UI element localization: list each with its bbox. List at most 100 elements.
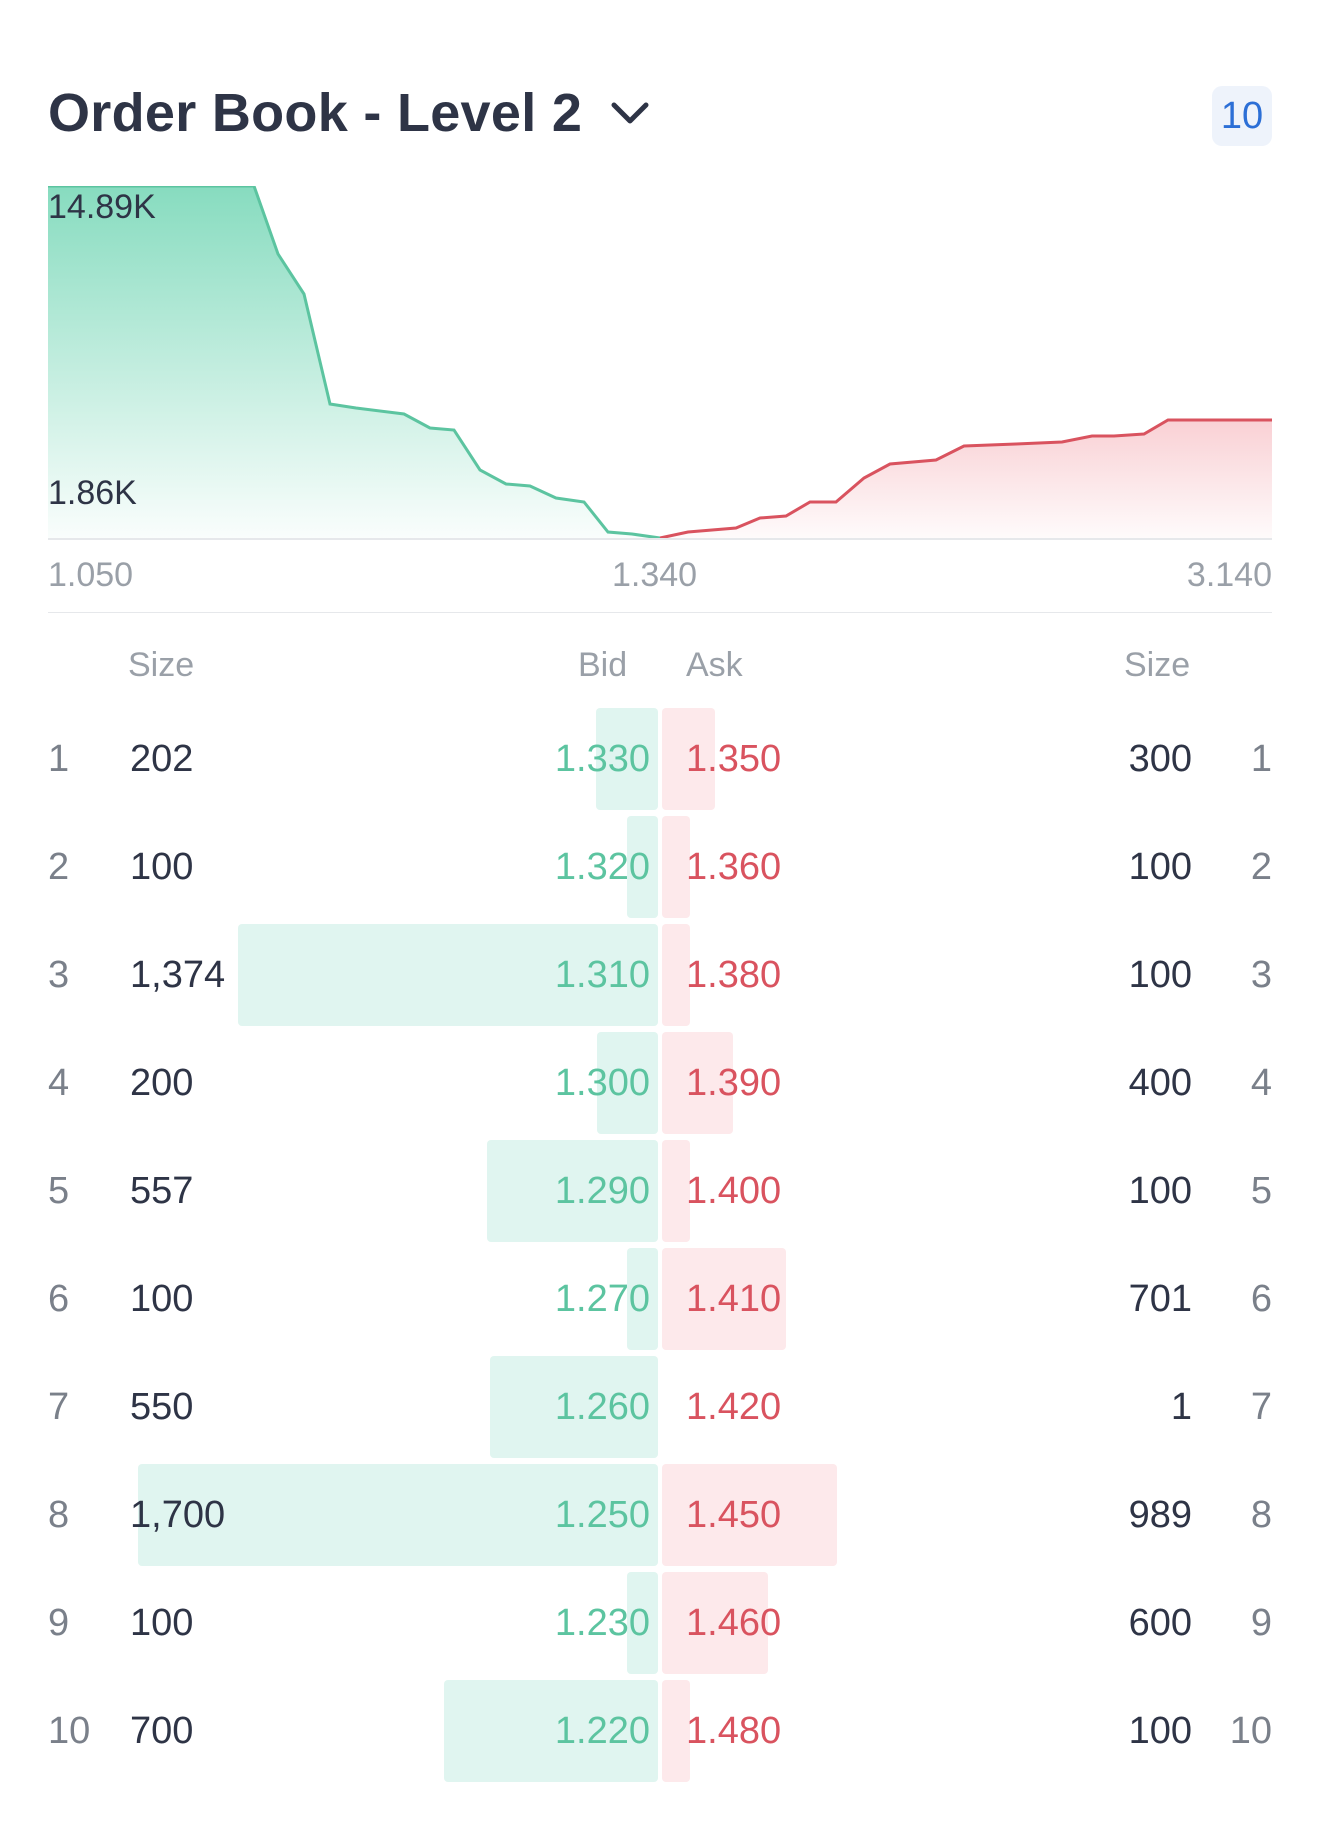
bid-size: 200 [130, 1062, 194, 1104]
bid-price: 1.310 [554, 954, 650, 996]
ask-price: 1.420 [686, 1386, 782, 1428]
divider [48, 612, 1272, 613]
ask-price: 1.480 [686, 1710, 782, 1752]
ask-rank: 5 [1250, 1170, 1272, 1212]
ask-rank: 3 [1250, 954, 1272, 996]
ask-depth-bar [662, 1248, 786, 1350]
ask-rank: 10 [1229, 1710, 1272, 1752]
ask-size: 1 [1170, 1386, 1192, 1428]
bid-rank: 9 [48, 1602, 70, 1644]
order-row[interactable]: 1 202 1.330 1.350 300 1 [48, 708, 1272, 810]
ask-depth-bar [662, 924, 690, 1026]
bid-size: 550 [130, 1386, 194, 1428]
ask-header: Ask [686, 646, 743, 684]
ask-rank: 8 [1250, 1494, 1272, 1536]
depth-chart: 14.89K 1.86K [48, 186, 1272, 540]
ask-depth-bar [662, 1140, 690, 1242]
order-row[interactable]: 5 557 1.290 1.400 100 5 [48, 1140, 1272, 1242]
ask-rank: 6 [1250, 1278, 1272, 1320]
bid-rank: 4 [48, 1062, 70, 1104]
bid-price: 1.260 [554, 1386, 650, 1428]
ask-depth-bar [662, 1032, 733, 1134]
bid-rank: 7 [48, 1386, 70, 1428]
order-row[interactable]: 10 700 1.220 1.480 100 10 [48, 1680, 1272, 1782]
bid-depth-bar [443, 1680, 658, 1782]
bid-depth-bar [596, 1032, 658, 1134]
bid-depth-bar [487, 1140, 658, 1242]
bid-rank: 8 [48, 1494, 70, 1536]
bid-rank: 1 [48, 738, 70, 780]
ask-size: 100 [1128, 954, 1192, 996]
ask-size: 400 [1128, 1062, 1192, 1104]
x-axis-left-label: 1.050 [48, 556, 134, 594]
ask-size: 100 [1128, 1170, 1192, 1212]
bid-size: 1,374 [130, 954, 226, 996]
ask-depth-bar [662, 816, 690, 918]
bid-depth-bar [627, 1248, 658, 1350]
ask-depth-bar [662, 1464, 837, 1566]
bid-depth-area [48, 186, 660, 540]
page-title: Order Book - Level 2 [48, 83, 583, 143]
ask-price: 1.410 [686, 1278, 782, 1320]
ask-size: 100 [1128, 846, 1192, 888]
bid-depth-bar [596, 708, 658, 810]
bid-size: 100 [130, 1602, 194, 1644]
bid-depth-line [48, 186, 661, 540]
order-row[interactable]: 8 1,700 1.250 1.450 989 8 [48, 1464, 1272, 1566]
bid-rank: 5 [48, 1170, 70, 1212]
ask-rank: 7 [1250, 1386, 1272, 1428]
x-axis-mid-label: 1.340 [612, 556, 698, 594]
ask-rank: 9 [1250, 1602, 1272, 1644]
ask-depth-bar [662, 1680, 690, 1782]
ask-price: 1.350 [686, 738, 782, 780]
bid-size: 557 [130, 1170, 194, 1212]
ask-rank: 1 [1250, 738, 1272, 780]
ask-size: 989 [1128, 1494, 1192, 1536]
ask-price: 1.450 [686, 1494, 782, 1536]
ask-rank: 4 [1250, 1062, 1272, 1104]
bid-price: 1.300 [554, 1062, 650, 1104]
ask-rank: 2 [1250, 846, 1272, 888]
bid-price: 1.320 [554, 846, 650, 888]
bid-size-header: Size [128, 646, 195, 684]
bid-size: 202 [130, 738, 194, 780]
ask-size-header: Size [1124, 646, 1191, 684]
bid-depth-bar [237, 924, 658, 1026]
bid-price: 1.220 [554, 1710, 650, 1752]
ask-price: 1.360 [686, 846, 782, 888]
order-row[interactable]: 9 100 1.230 1.460 600 9 [48, 1572, 1272, 1674]
order-book-selector[interactable]: Order Book - Level 2 [48, 82, 652, 144]
y-axis-max-label: 14.89K [48, 188, 156, 226]
ask-depth-bar [662, 708, 715, 810]
bid-size: 1,700 [130, 1494, 226, 1536]
bid-size: 700 [130, 1710, 194, 1752]
order-row[interactable]: 2 100 1.320 1.360 100 2 [48, 816, 1272, 918]
bid-depth-bar [138, 1464, 658, 1566]
y-axis-min-label: 1.86K [48, 474, 137, 512]
order-row[interactable]: 4 200 1.300 1.390 400 4 [48, 1032, 1272, 1134]
bid-price: 1.230 [554, 1602, 650, 1644]
bid-rank: 6 [48, 1278, 70, 1320]
chevron-down-icon [608, 91, 652, 135]
bid-price: 1.330 [554, 738, 650, 780]
bid-price: 1.250 [554, 1494, 650, 1536]
x-axis: 1.050 1.340 3.140 [48, 556, 1272, 600]
bid-depth-bar [627, 1572, 658, 1674]
ask-price: 1.380 [686, 954, 782, 996]
bid-price: 1.270 [554, 1278, 650, 1320]
bid-depth-bar [489, 1356, 658, 1458]
bid-size: 100 [130, 1278, 194, 1320]
x-axis-right-label: 3.140 [1186, 556, 1272, 594]
ask-depth-area [660, 420, 1272, 540]
order-row[interactable]: 3 1,374 1.310 1.380 100 3 [48, 924, 1272, 1026]
ask-depth-bar [662, 1572, 768, 1674]
bid-rank: 10 [48, 1710, 91, 1752]
order-row[interactable]: 7 550 1.260 1.420 1 7 [48, 1356, 1272, 1458]
bid-size: 100 [130, 846, 194, 888]
depth-chart-svg [48, 186, 1272, 540]
bid-price: 1.290 [554, 1170, 650, 1212]
bid-rank: 3 [48, 954, 70, 996]
bid-header: Bid [578, 646, 628, 684]
order-row[interactable]: 6 100 1.270 1.410 701 6 [48, 1248, 1272, 1350]
depth-level-badge[interactable]: 10 [1212, 86, 1272, 146]
